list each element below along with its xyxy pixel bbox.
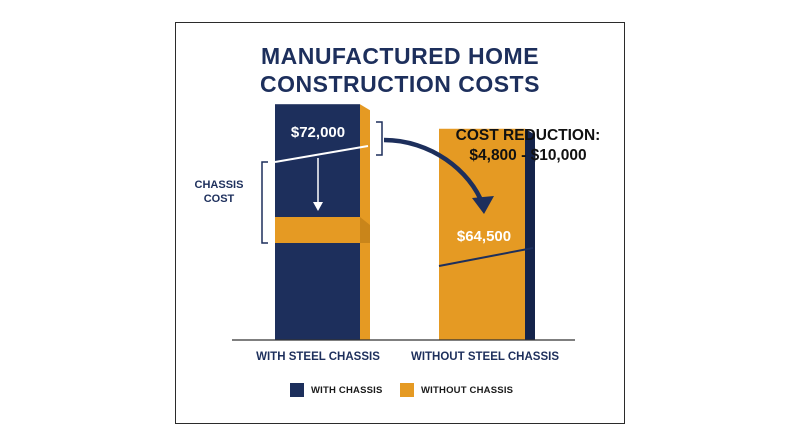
cost-reduction-label-line2: $4,800 - $10,000 [469,147,586,164]
reduction-bracket [376,121,383,156]
legend-swatch-gold [400,383,414,397]
reduction-arrowhead [472,196,494,214]
chassis-drop-arrowhead [313,202,323,211]
category-label-with: WITH STEEL CHASSIS [256,351,380,363]
bar-with-chassis-band-side [360,217,370,243]
chassis-slope-line [274,145,369,163]
legend-item-with-chassis: WITH CHASSIS [290,383,383,397]
reduction-curve-arrow [383,137,486,206]
legend-swatch-navy [290,383,304,397]
bar-with-chassis-band [275,217,360,243]
legend-item-without-chassis: WITHOUT CHASSIS [400,383,513,397]
bar-without-chassis-side [525,128,535,340]
legend-label-without-chassis: WITHOUT CHASSIS [421,384,514,396]
data-label-without: $64,500 [457,228,511,245]
legend-label-with-chassis: WITH CHASSIS [311,384,383,396]
chassis-cost-label-line1: CHASSIS [195,179,244,191]
chassis-cost-bracket [261,161,268,244]
chart-frame [175,22,625,424]
chart-title-line2: CONSTRUCTION COSTS [260,71,540,97]
chart-title-line1: MANUFACTURED HOME [260,43,540,69]
chassis-cost-label-line2: COST [204,193,235,205]
without-slope-line [438,247,534,267]
category-label-without: WITHOUT STEEL CHASSIS [411,351,559,363]
data-label-with: $72,000 [291,124,345,141]
cost-reduction-label-line1: COST REDUCTION: [456,127,601,144]
